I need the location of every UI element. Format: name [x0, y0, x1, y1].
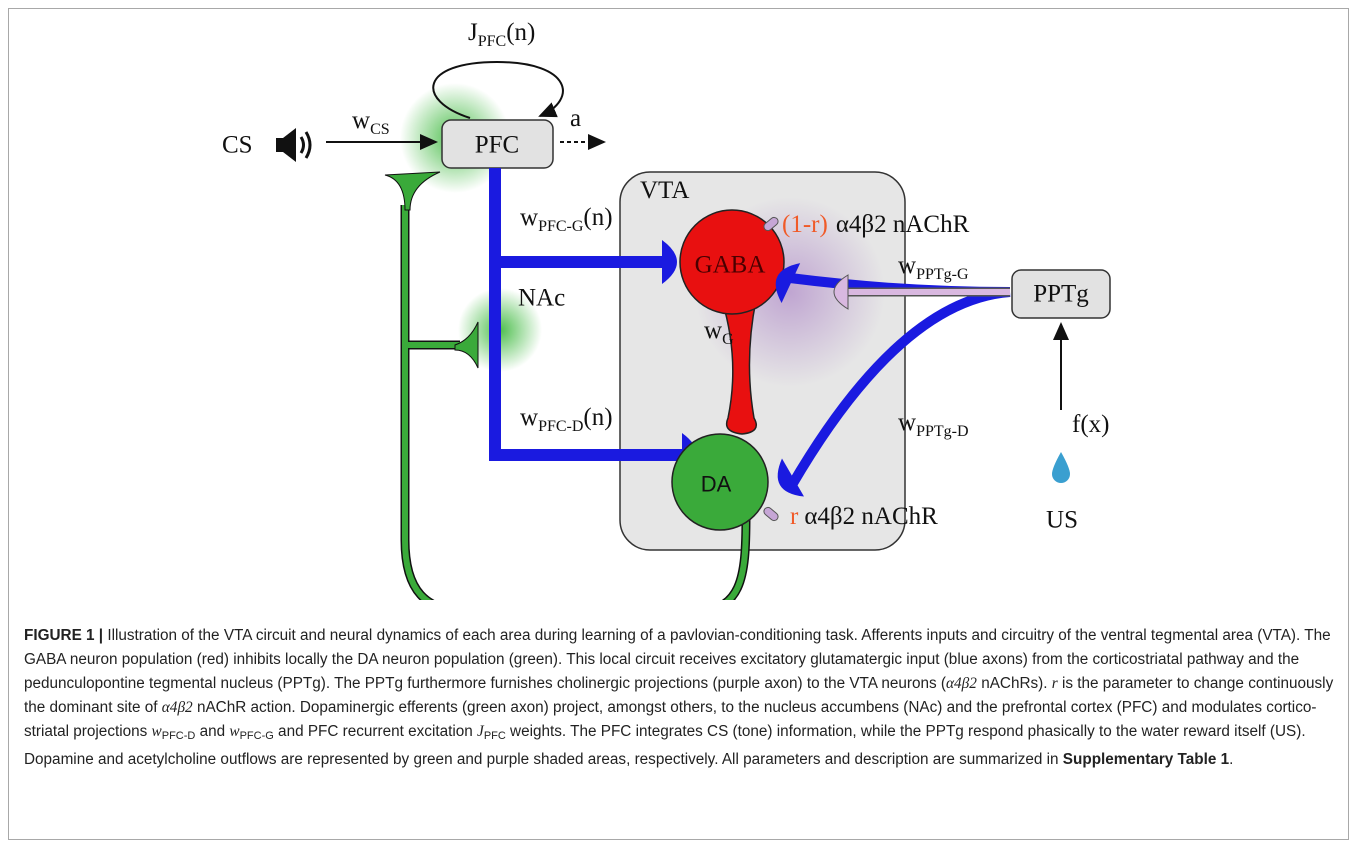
da-receptor: r α4β2 nAChR: [790, 503, 938, 530]
gaba-axon: [720, 299, 757, 435]
diagram: VTA PFC JPFC(n) CS wCS a NAc wPFC-G(n) w…: [222, 19, 1111, 600]
da-label: DA: [701, 472, 732, 497]
pfc-terminal: [662, 240, 677, 284]
weight-rest: (n): [506, 19, 535, 46]
figure-caption: FIGURE 1 | Illustration of the VTA circu…: [24, 624, 1334, 772]
cholinergic-terminal: [833, 274, 849, 310]
caption-text: PFC: [483, 730, 506, 742]
vta-label: VTA: [640, 177, 689, 204]
weight-sub: PPTg-D: [916, 423, 968, 440]
recurrent-loop: [432, 60, 564, 119]
caption-text: nAChR action. Dopaminergic efferents (gr…: [24, 699, 1317, 740]
caption-text: is the parameter to change continuously …: [24, 675, 1334, 716]
receptor-fraction: r: [790, 503, 799, 530]
caption-text: weights. The PFC integrates CS (tone) in…: [24, 723, 1306, 768]
caption-text: and PFC recurrent excitation: [273, 723, 478, 740]
us-label: US: [1046, 507, 1078, 534]
caption-text: FIGURE 1 |: [24, 627, 104, 644]
weight-sub: G: [722, 331, 734, 348]
weight-sub: PFC-G: [538, 218, 584, 235]
pfc-label: PFC: [475, 132, 519, 159]
receptor-name: α4β2 nAChR: [804, 503, 938, 530]
action-label: a: [570, 105, 581, 132]
weight-sub: PPTg-G: [916, 266, 969, 283]
caption-text: J: [477, 723, 484, 740]
receptor-name: α4β2 nAChR: [836, 211, 970, 238]
weight-sub: PFC: [478, 33, 506, 50]
weight-rest: (n): [583, 404, 612, 431]
receptor: [763, 506, 779, 522]
gaba-weight: wG: [704, 317, 734, 348]
receptor-fraction: (1-r): [782, 211, 828, 238]
pptg-box: [1011, 269, 1111, 319]
caption-text: PFC-D: [161, 730, 196, 742]
caption-text: PFC-G: [239, 730, 274, 742]
weight-main: J: [468, 19, 478, 46]
pptg-da-weight: wPPTg-D: [898, 409, 969, 440]
loop-weight: JPFC(n): [468, 19, 535, 50]
fx-label: f(x): [1072, 411, 1109, 438]
weight-rest: (n): [583, 204, 612, 231]
weight-main: w: [520, 404, 538, 431]
pfc-da-weight: wPFC-D(n): [520, 404, 613, 435]
da-neuron: [671, 433, 769, 531]
weight-sub: PFC-D: [538, 418, 583, 435]
water-drop: [1052, 452, 1070, 483]
pptg-terminal: [775, 263, 801, 304]
gaba-neuron: [679, 209, 785, 315]
weight-main: w: [898, 409, 916, 436]
weight-sub: CS: [370, 121, 390, 138]
caption-text: α4β2: [161, 699, 193, 716]
pfc-axon: [489, 168, 682, 461]
pptg-terminal: [777, 458, 804, 497]
caption-text: w: [151, 723, 162, 740]
caption-text: nAChRs).: [976, 675, 1052, 692]
pptg-gaba-weight: wPPTg-G: [898, 252, 969, 283]
pptg-label: PPTg: [1033, 281, 1089, 308]
caption-text: α4β2: [946, 675, 977, 692]
caption-text: .: [1229, 751, 1234, 768]
dopamine-terminal: [384, 171, 441, 211]
pfc-gaba-weight: wPFC-G(n): [520, 204, 613, 235]
cs-weight: wCS: [352, 107, 390, 138]
gaba-receptor: (1-r) α4β2 nAChR: [782, 211, 970, 238]
speaker-icon: [276, 128, 312, 162]
caption-text: Supplementary Table 1: [1062, 751, 1230, 768]
figure-frame: [8, 8, 1349, 840]
weight-main: w: [352, 107, 370, 134]
caption-text: r: [1051, 675, 1058, 692]
gaba-label: GABA: [695, 252, 766, 279]
nac-label: NAc: [518, 285, 565, 312]
caption-text: and: [195, 723, 230, 740]
weight-main: w: [704, 317, 722, 344]
receptor: [763, 216, 779, 232]
cs-label: CS: [222, 132, 253, 159]
caption-text: w: [229, 723, 240, 740]
weight-main: w: [520, 204, 538, 231]
dopamine-terminal: [454, 321, 479, 369]
caption-text: Illustration of the VTA circuit and neur…: [24, 627, 1331, 692]
weight-main: w: [898, 252, 916, 279]
